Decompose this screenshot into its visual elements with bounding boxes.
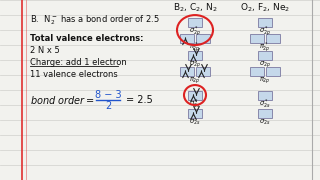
Text: B.  N$_2^-$ has a bond order of 2.5: B. N$_2^-$ has a bond order of 2.5 (30, 13, 160, 27)
Text: Charge: add 1 electron: Charge: add 1 electron (30, 58, 127, 67)
Text: $\pi^*_{2p}$: $\pi^*_{2p}$ (189, 40, 201, 55)
Bar (188, 109, 202, 118)
Text: $\sigma_{2p}$: $\sigma_{2p}$ (259, 59, 271, 70)
Bar (250, 34, 264, 42)
Bar (266, 67, 280, 76)
Text: $\pi^*_{2p}$: $\pi^*_{2p}$ (259, 40, 271, 55)
Bar (188, 51, 202, 60)
Text: $\pi_{2p}$: $\pi_{2p}$ (259, 75, 271, 86)
Text: = 2.5: = 2.5 (126, 95, 153, 105)
Text: 8 − 3: 8 − 3 (95, 90, 121, 100)
Text: $\sigma_{2p}$: $\sigma_{2p}$ (189, 59, 201, 70)
Bar (180, 67, 194, 76)
Bar (258, 18, 272, 27)
Text: $\pi_{2p}$: $\pi_{2p}$ (189, 75, 201, 86)
Text: $bond\ order = $: $bond\ order = $ (30, 94, 95, 106)
Bar (266, 34, 280, 42)
Text: $\sigma_{2s}$: $\sigma_{2s}$ (259, 118, 271, 127)
Bar (196, 34, 210, 42)
Text: O$_2$, F$_2$, Ne$_2$: O$_2$, F$_2$, Ne$_2$ (240, 2, 290, 14)
Text: 11 valence electrons: 11 valence electrons (30, 69, 118, 78)
Bar (258, 109, 272, 118)
Text: 2 N x 5: 2 N x 5 (30, 46, 60, 55)
Text: $\sigma^*_{2p}$: $\sigma^*_{2p}$ (189, 24, 201, 39)
Bar (258, 91, 272, 100)
Bar (188, 18, 202, 27)
Text: $\sigma^*_{2s}$: $\sigma^*_{2s}$ (189, 98, 201, 111)
Bar (250, 67, 264, 76)
Text: $\sigma_{2s}$: $\sigma_{2s}$ (189, 118, 201, 127)
Text: $\sigma^*_{2p}$: $\sigma^*_{2p}$ (259, 24, 271, 39)
Bar (188, 91, 202, 100)
Text: Total valence electrons:: Total valence electrons: (30, 34, 143, 43)
Bar (258, 51, 272, 60)
Text: $\sigma^*_{2s}$: $\sigma^*_{2s}$ (259, 98, 271, 111)
Text: B$_2$, C$_2$, N$_2$: B$_2$, C$_2$, N$_2$ (172, 2, 217, 14)
Bar (196, 67, 210, 76)
Text: 2: 2 (105, 101, 111, 111)
Bar (180, 34, 194, 42)
